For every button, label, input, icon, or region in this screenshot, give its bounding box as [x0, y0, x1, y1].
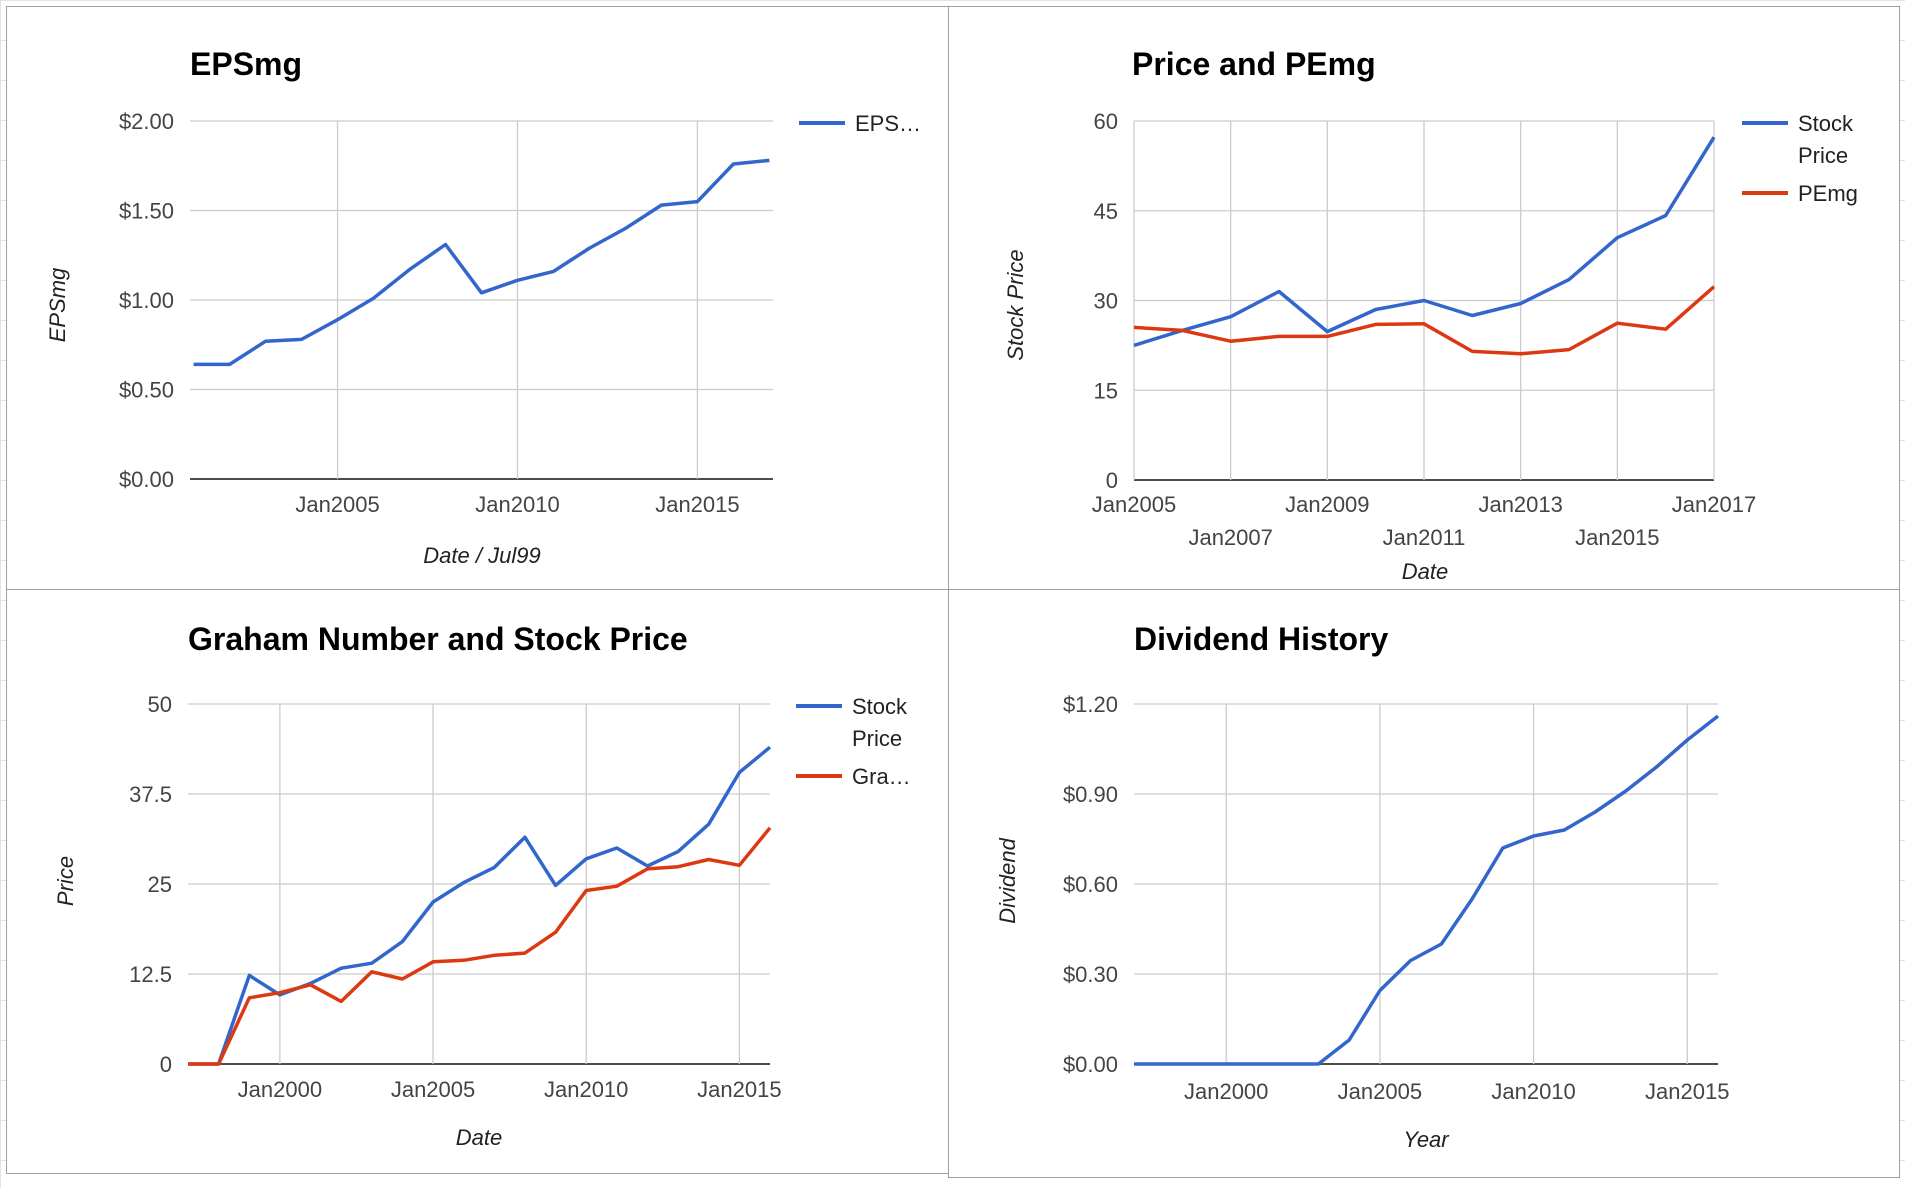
y-tick-label: $0.00 — [1063, 1052, 1118, 1077]
series-line[interactable] — [1134, 714, 1720, 1066]
y-tick-label: $1.00 — [119, 288, 174, 313]
x-tick-label: Jan2005 — [1092, 492, 1176, 517]
chart-panel-epsmg[interactable]: EPSmg $0.00 $0.50 $1.00 $1.50 $2.00 Jan2005 Ja… — [6, 6, 949, 590]
x-tick-label: Jan2010 — [475, 492, 559, 517]
y-axis-label: EPSmg — [45, 267, 70, 342]
x-tick-label: Jan2015 — [655, 492, 739, 517]
legend-label: Price — [1798, 143, 1848, 168]
dividend-chart-svg: Dividend History $0.00 $0.30 $0.60 $0.90 $1.… — [995, 621, 1729, 1152]
chart-title: Graham Number and Stock Price — [188, 621, 688, 657]
legend-label: EPS… — [855, 111, 921, 136]
y-tick-label: $1.20 — [1063, 692, 1118, 717]
y-tick-label: $0.90 — [1063, 782, 1118, 807]
chart-panel-dividend[interactable]: Dividend History $0.00 $0.30 $0.60 $0.90 $1.… — [948, 589, 1900, 1178]
legend-label: PEmg — [1798, 181, 1858, 206]
legend-label: Gra… — [852, 764, 911, 789]
chart-title: Dividend History — [1134, 621, 1388, 657]
x-tick-label: Jan2009 — [1285, 492, 1369, 517]
x-tick-label: Jan2010 — [544, 1077, 628, 1102]
y-tick-label: 25 — [148, 872, 172, 897]
chart-title: Price and PEmg — [1132, 46, 1376, 82]
y-tick-label: $0.30 — [1063, 962, 1118, 987]
x-tick-label: Jan2000 — [238, 1077, 322, 1102]
y-axis-label: Dividend — [995, 837, 1020, 923]
x-tick-label: Jan2005 — [295, 492, 379, 517]
x-tick-label: Jan2015 — [1645, 1079, 1729, 1104]
y-tick-label: $0.50 — [119, 378, 174, 403]
y-tick-label: 45 — [1094, 199, 1118, 224]
y-tick-label: 12.5 — [129, 962, 172, 987]
chart-title: EPSmg — [190, 46, 302, 82]
x-tick-label: Jan2011 — [1383, 525, 1466, 550]
x-tick-label: Jan2005 — [391, 1077, 475, 1102]
graham-chart-svg: Graham Number and Stock Price 0 12.5 25 37.… — [53, 621, 911, 1150]
x-tick-label: Jan2015 — [697, 1077, 781, 1102]
y-tick-label: 0 — [160, 1052, 172, 1077]
epsmg-chart-svg: EPSmg $0.00 $0.50 $1.00 $1.50 $2.00 Jan2005 Ja… — [45, 46, 921, 568]
series-line[interactable] — [188, 826, 772, 1066]
series-line[interactable] — [1133, 136, 1716, 348]
y-tick-label: 50 — [148, 692, 172, 717]
x-tick-label: Jan2015 — [1575, 525, 1659, 550]
price-pemg-chart-svg: Price and PEmg 0 15 30 45 60 Jan2005 Jan2009 Ja… — [1003, 46, 1858, 584]
series-line[interactable] — [193, 158, 770, 367]
series-line[interactable] — [188, 745, 772, 1066]
x-tick-label: Jan2013 — [1478, 492, 1562, 517]
x-axis-label: Date / Jul99 — [423, 543, 540, 568]
legend-label: Price — [852, 726, 902, 751]
y-axis-label: Price — [53, 856, 78, 906]
y-axis-label: Stock Price — [1003, 249, 1028, 360]
chart-panel-price-pemg[interactable]: Price and PEmg 0 15 30 45 60 Jan2005 Jan2009 Ja… — [948, 6, 1900, 590]
x-tick-label: Jan2000 — [1184, 1079, 1268, 1104]
x-tick-label: Jan2007 — [1188, 525, 1272, 550]
x-axis-label: Date — [456, 1125, 502, 1150]
series-line[interactable] — [1133, 285, 1716, 356]
x-axis-label: Year — [1403, 1127, 1450, 1152]
chart-panel-graham[interactable]: Graham Number and Stock Price 0 12.5 25 37.… — [6, 589, 949, 1174]
legend-label: Stock — [852, 694, 908, 719]
legend-label: Stock — [1798, 111, 1854, 136]
x-tick-label: Jan2005 — [1338, 1079, 1422, 1104]
y-tick-label: $2.00 — [119, 109, 174, 134]
y-tick-label: 30 — [1094, 289, 1118, 314]
y-tick-label: 15 — [1094, 378, 1118, 403]
y-tick-label: $1.50 — [119, 199, 174, 224]
y-tick-label: 60 — [1094, 109, 1118, 134]
x-tick-label: Jan2017 — [1672, 492, 1756, 517]
x-axis-label: Date — [1402, 559, 1448, 584]
y-tick-label: $0.00 — [119, 467, 174, 492]
y-tick-label: $0.60 — [1063, 872, 1118, 897]
y-tick-label: 0 — [1106, 468, 1118, 493]
y-tick-label: 37.5 — [129, 782, 172, 807]
x-tick-label: Jan2010 — [1491, 1079, 1575, 1104]
